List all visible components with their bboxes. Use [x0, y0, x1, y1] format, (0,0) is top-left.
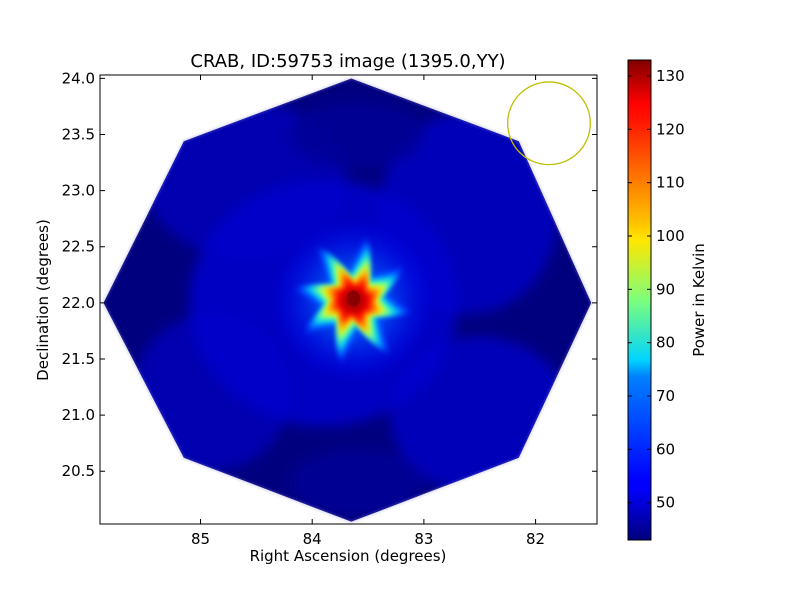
colorbar-tick-label: 90: [656, 280, 675, 298]
x-axis-label: Right Ascension (degrees): [250, 547, 447, 565]
background-shade-5: [289, 448, 424, 517]
x-tick-label: 82: [526, 530, 545, 548]
y-tick-label: 24.0: [62, 69, 95, 87]
colorbar-tick-label: 80: [656, 334, 675, 352]
colorbar-tick-label: 100: [656, 227, 685, 245]
plot-area: [100, 75, 597, 524]
chart-title: CRAB, ID:59753 image (1395.0,YY): [190, 51, 505, 72]
x-tick-label: 83: [414, 530, 433, 548]
y-axis-label: Declination (degrees): [34, 219, 52, 381]
colorbar-tick-label: 60: [656, 440, 675, 458]
y-axis: 20.5 21.0 21.5 22.0 22.5 23.0 23.5 24.0: [62, 69, 597, 480]
colorbar-ticks: 50 60 70 80 90 100 110 120 130: [628, 67, 685, 512]
colorbar: 50 60 70 80 90 100 110 120 130 Power in Kelvin: [627, 59, 708, 541]
y-tick-label: 20.5: [62, 462, 95, 480]
y-tick-label: 22.0: [62, 294, 95, 312]
y-tick-label: 21.0: [62, 406, 95, 424]
y-tick-label: 23.5: [62, 125, 95, 143]
y-tick-label: 21.5: [62, 350, 95, 368]
source-peak: [346, 290, 361, 307]
colorbar-tick-label: 110: [656, 174, 685, 192]
colorbar-tick-label: 50: [656, 494, 675, 512]
colorbar-tick-label: 130: [656, 67, 685, 85]
x-tick-label: 85: [191, 530, 210, 548]
x-tick-label: 84: [303, 530, 322, 548]
colorbar-tick-label: 120: [656, 120, 685, 138]
colorbar-label: Power in Kelvin: [690, 243, 708, 357]
y-tick-label: 22.5: [62, 238, 95, 256]
colorbar-scale: [627, 59, 652, 541]
colorbar-tick-label: 70: [656, 387, 675, 405]
field-of-view-edge: [102, 77, 593, 523]
x-axis: 85 84 83 82: [191, 75, 545, 548]
plot-frame: [99, 74, 598, 525]
background-shade-4: [289, 100, 424, 169]
beam-circle: [507, 81, 591, 166]
y-tick-label: 23.0: [62, 182, 95, 200]
source-emission: [270, 217, 437, 384]
